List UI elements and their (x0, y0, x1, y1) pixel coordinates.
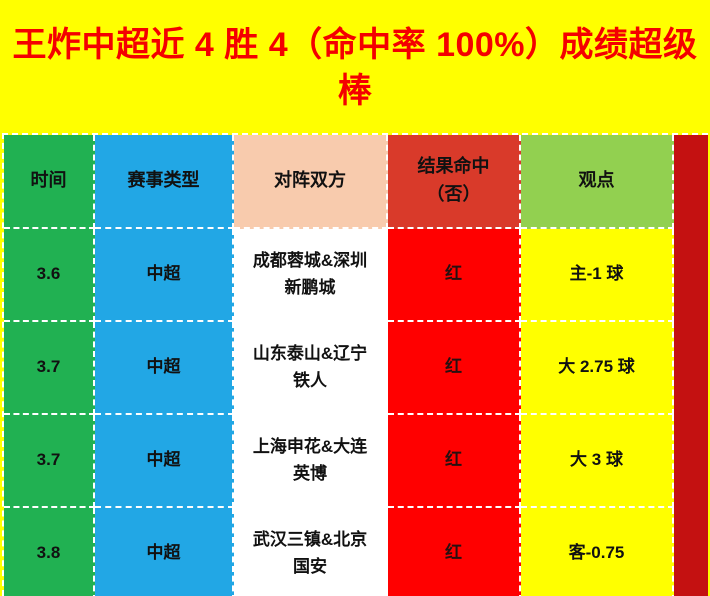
title-banner: 王炸中超近 4 胜 4（命中率 100%）成绩超级棒 (0, 0, 710, 131)
cell-time: 3.7 (4, 415, 95, 508)
cell-time: 3.6 (4, 229, 95, 322)
header-cell-time: 时间 (4, 135, 95, 229)
cell-view: 大 3 球 (521, 415, 674, 508)
cell-result: 红 (388, 322, 521, 415)
cell-league: 中超 (95, 415, 234, 508)
cell-match: 上海申花&大连 英博 (234, 415, 388, 508)
results-table: 时间 赛事类型 对阵双方 结果命中 （否） 观点 3.6 中超 成都蓉城&深圳 … (2, 133, 708, 596)
cell-match: 成都蓉城&深圳 新鹏城 (234, 229, 388, 322)
cell-match: 山东泰山&辽宁 铁人 (234, 322, 388, 415)
header-cell-view: 观点 (521, 135, 674, 229)
cell-result: 红 (388, 229, 521, 322)
cell-time: 3.7 (4, 322, 95, 415)
cell-view: 主-1 球 (521, 229, 674, 322)
page-title: 王炸中超近 4 胜 4（命中率 100%）成绩超级棒 (12, 25, 698, 110)
cell-league: 中超 (95, 229, 234, 322)
cell-time: 3.8 (4, 508, 95, 596)
cell-view: 客-0.75 (521, 508, 674, 596)
right-red-strip (674, 135, 708, 596)
header-cell-result: 结果命中 （否） (388, 135, 521, 229)
header-cell-match: 对阵双方 (234, 135, 388, 229)
cell-match: 武汉三镇&北京 国安 (234, 508, 388, 596)
cell-view: 大 2.75 球 (521, 322, 674, 415)
header-cell-league: 赛事类型 (95, 135, 234, 229)
cell-result: 红 (388, 508, 521, 596)
cell-league: 中超 (95, 322, 234, 415)
cell-result: 红 (388, 415, 521, 508)
cell-league: 中超 (95, 508, 234, 596)
